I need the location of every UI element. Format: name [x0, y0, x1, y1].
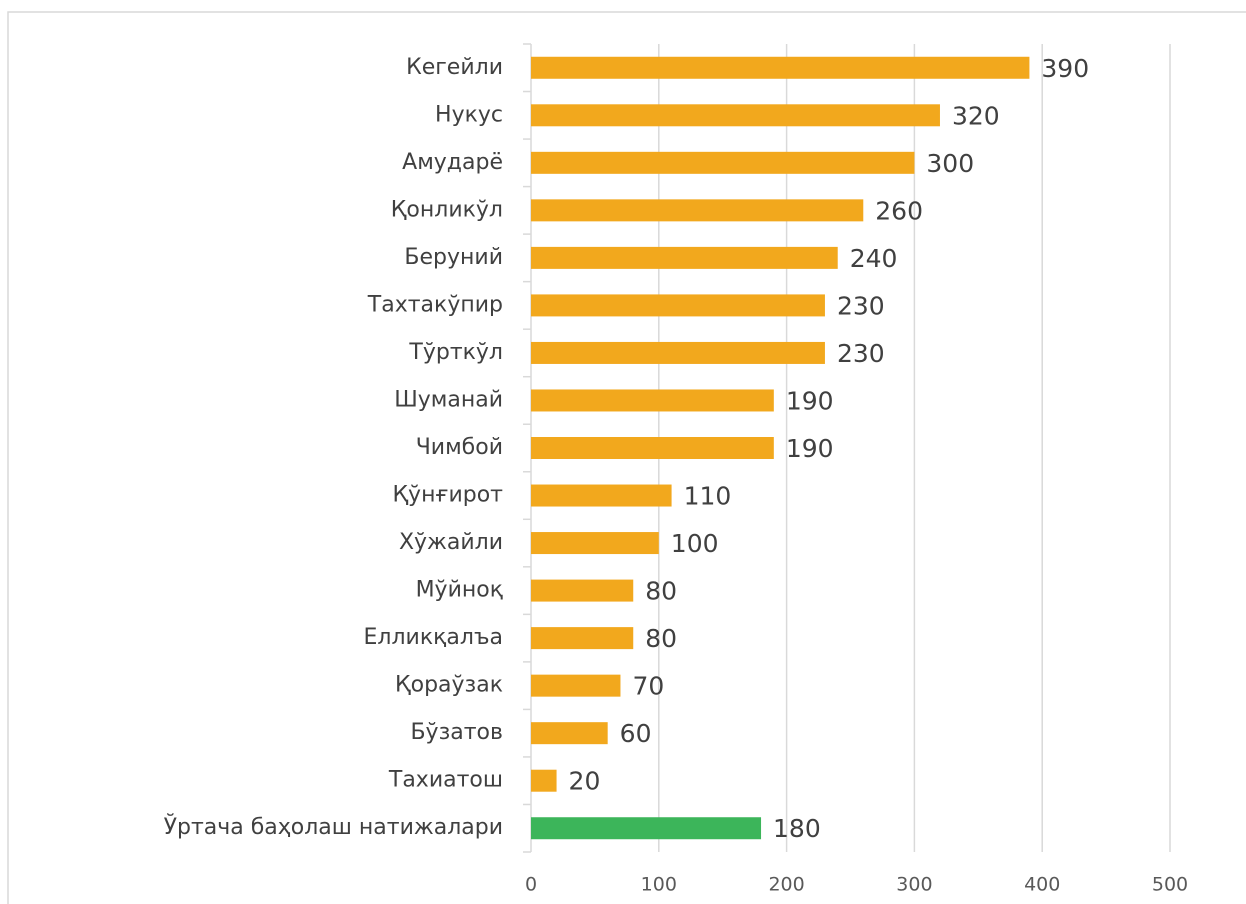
y-tick-label: Қўнғирот: [392, 483, 503, 508]
x-tick-label: 0: [525, 874, 537, 896]
chart-frame: [7, 11, 1246, 904]
bar: [531, 627, 634, 650]
y-tick-label: Хўжайли: [399, 530, 503, 555]
value-label: 230: [837, 291, 885, 320]
y-tick-label: Мўйноқ: [416, 578, 503, 603]
bar: [531, 532, 659, 555]
value-label: 240: [850, 244, 898, 273]
bar: [531, 579, 634, 602]
bar: [531, 56, 1030, 79]
value-label: 100: [671, 529, 719, 558]
y-tick-label: Ўртача баҳолаш натижалари: [164, 814, 503, 840]
y-tick-label: Қораўзак: [395, 673, 503, 698]
bar: [531, 389, 774, 412]
x-tick-label: 200: [768, 874, 804, 896]
bar: [531, 294, 825, 317]
value-label: 20: [569, 767, 601, 796]
value-label: 190: [786, 434, 834, 463]
value-label: 60: [620, 719, 652, 748]
bar: [531, 104, 940, 127]
value-label: 390: [1041, 54, 1089, 83]
y-tick-label: Беруний: [404, 245, 503, 270]
y-tick-label: Тўрткўл: [408, 340, 503, 365]
y-tick-label: Бўзатов: [410, 720, 503, 745]
y-tick-label: Тахиатош: [388, 768, 503, 793]
value-label: 190: [786, 386, 834, 415]
value-label: 300: [926, 149, 974, 178]
value-label: 230: [837, 339, 885, 368]
y-tick-label: Елликқалъа: [364, 625, 503, 650]
bar: [531, 199, 864, 222]
bar: [531, 817, 762, 840]
y-tick-label: Қонликўл: [391, 197, 503, 222]
value-label: 110: [684, 482, 732, 511]
x-tick-label: 100: [641, 874, 677, 896]
value-label: 80: [645, 577, 677, 606]
y-tick-label: Тахтакўпир: [367, 292, 503, 317]
bar: [531, 769, 557, 792]
bar: [531, 151, 915, 174]
y-tick-label: Шуманай: [394, 387, 503, 412]
x-tick-label: 300: [896, 874, 932, 896]
y-tick-label: Кегейли: [406, 55, 503, 80]
value-label: 260: [875, 196, 923, 225]
y-tick-label: Чимбой: [416, 435, 503, 460]
bar: [531, 341, 825, 364]
value-label: 320: [952, 101, 1000, 130]
x-tick-label: 400: [1024, 874, 1060, 896]
bar: [531, 437, 774, 459]
x-tick-label: 500: [1152, 874, 1188, 896]
value-label: 180: [773, 814, 821, 843]
value-label: 80: [645, 624, 677, 653]
y-tick-label: Амударё: [402, 150, 503, 175]
value-label: 70: [632, 672, 664, 701]
bar: [531, 674, 621, 697]
bar: [531, 246, 838, 269]
bar: [531, 484, 672, 507]
y-tick-label: Нукус: [435, 102, 503, 127]
bar: [531, 722, 608, 745]
